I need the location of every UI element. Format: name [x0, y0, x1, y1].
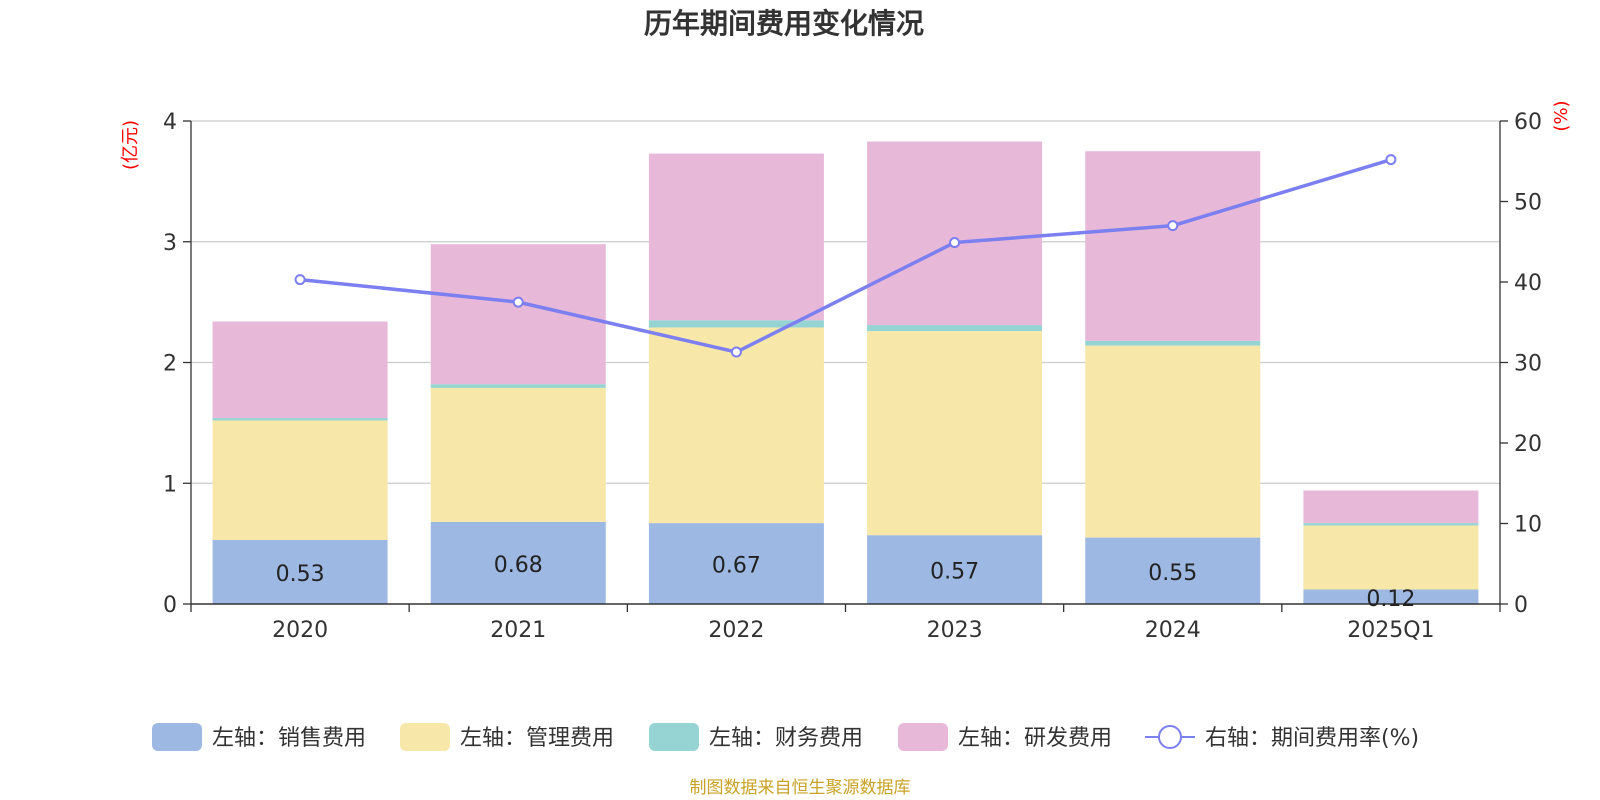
grid-lines [191, 120, 1500, 484]
bar-segment [212, 420, 388, 541]
legend-label: 左轴：管理费用 [460, 726, 614, 751]
bar-segment [867, 325, 1043, 332]
legend-label: 左轴：研发费用 [958, 726, 1112, 751]
right-axis-tick-label: 30 [1514, 352, 1542, 377]
legend-line-marker [1158, 725, 1182, 749]
bar-data-label: 0.12 [1366, 587, 1415, 612]
bar-data-label: 0.55 [1148, 561, 1197, 586]
left-axis-tick-label: 1 [163, 472, 177, 497]
rate-line-point [949, 237, 961, 249]
bar-segment [648, 153, 824, 321]
data-label-layer: 0.53 0.68 0.67 0.57 0.55 0.12 [276, 553, 1416, 612]
bar-segment [648, 320, 824, 328]
legend-label: 左轴：销售费用 [212, 726, 366, 751]
bar-segment [212, 418, 388, 421]
rate-line-layer [294, 154, 1397, 358]
bar-segment [430, 387, 606, 522]
bar-segment [867, 331, 1043, 536]
x-axis-category-label: 2024 [1145, 618, 1201, 643]
right-axis-tick-label: 0 [1514, 593, 1528, 618]
right-axis-tick-label: 20 [1514, 432, 1542, 457]
bar-segment [430, 384, 606, 388]
bar-segment [1085, 345, 1261, 538]
right-axis-tick-label: 60 [1514, 110, 1542, 135]
rate-line [299, 157, 1392, 354]
right-axis-unit-label: (%) [1551, 100, 1572, 131]
rate-line-point [1167, 220, 1179, 232]
rate-line-point [1385, 154, 1397, 166]
bar-segment [1303, 490, 1479, 524]
rate-line-point [294, 274, 306, 286]
rate-line-point [512, 296, 524, 308]
rate-line-point [730, 346, 742, 358]
chart-title: 历年期间费用变化情况 [644, 7, 924, 40]
bar-segment [867, 141, 1043, 326]
left-axis-tick-label: 2 [163, 352, 177, 377]
left-axis-tick-label: 0 [163, 593, 177, 618]
bar-data-label: 0.68 [494, 553, 543, 578]
x-axis-category-label: 2023 [927, 618, 983, 643]
bar-data-label: 0.53 [276, 562, 325, 587]
legend: 左轴：销售费用 左轴：管理费用 左轴：财务费用 左轴：研发费用 右轴：期间费用率(%) [152, 723, 1419, 751]
x-axis-category-label: 2025Q1 [1347, 618, 1434, 643]
left-axis-tick-label: 4 [163, 110, 177, 135]
right-axis-tick-label: 50 [1514, 191, 1542, 216]
x-axis-category-label: 2022 [708, 618, 764, 643]
bar-segment [1303, 523, 1479, 526]
bar-segment [430, 521, 606, 604]
legend-swatch [152, 723, 202, 751]
left-axis-tick-label: 3 [163, 231, 177, 256]
right-axis-tick-label: 10 [1514, 513, 1542, 538]
bar-segment [867, 535, 1043, 604]
legend-swatch [898, 723, 948, 751]
legend-label: 右轴：期间费用率(%) [1205, 726, 1419, 751]
bar-segment [1085, 151, 1261, 341]
bar-segment [1303, 589, 1479, 604]
bar-segment [212, 540, 388, 604]
bar-segment [430, 244, 606, 385]
bar-data-label: 0.67 [712, 554, 761, 579]
x-axis-category-label: 2021 [490, 618, 546, 643]
legend-swatch [649, 723, 699, 751]
bar-segment [1303, 525, 1479, 590]
bar-segment [648, 327, 824, 524]
x-axis-category-label: 2020 [272, 618, 328, 643]
left-axis-unit-label: (亿元) [120, 120, 141, 170]
bar-segment [648, 523, 824, 604]
bar-data-label: 0.57 [930, 560, 979, 585]
bar-segment [212, 321, 388, 419]
bar-segment [1085, 340, 1261, 346]
bar-segment [1085, 537, 1261, 604]
bar-layer [212, 141, 1479, 604]
right-axis-tick-label: 40 [1514, 271, 1542, 296]
legend-swatch [400, 723, 450, 751]
legend-label: 左轴：财务费用 [709, 726, 863, 751]
source-note: 制图数据来自恒生聚源数据库 [690, 778, 911, 798]
